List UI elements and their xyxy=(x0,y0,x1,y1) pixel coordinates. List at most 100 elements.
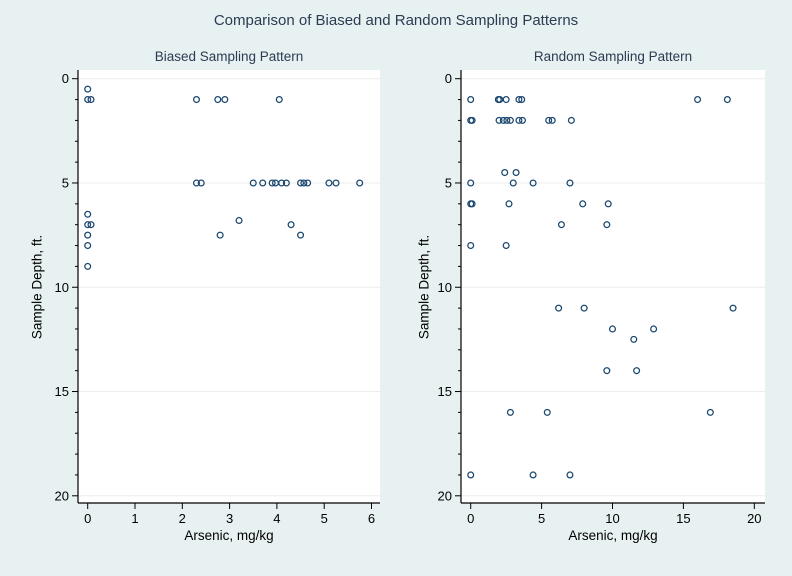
scatter-point xyxy=(192,96,201,104)
scatter-point xyxy=(259,179,267,187)
scatter-point xyxy=(603,367,611,375)
scatter-point xyxy=(278,179,286,187)
y-tick-label: 15 xyxy=(438,384,452,399)
y-tick-label: 10 xyxy=(55,280,69,295)
scatter-point xyxy=(501,169,509,177)
y-tick-label: 20 xyxy=(438,488,452,503)
scatter-point xyxy=(249,179,257,187)
scatter-point xyxy=(468,200,476,208)
right-panel-title: Random Sampling Pattern xyxy=(533,49,693,64)
scatter-point xyxy=(467,96,475,104)
scatter-point xyxy=(499,116,507,124)
scatter-point xyxy=(515,116,523,124)
scatter-point xyxy=(84,242,92,250)
y-tick-label: 5 xyxy=(445,175,452,190)
x-tick-label: 5 xyxy=(321,511,328,526)
scatter-point xyxy=(297,231,305,239)
scatter-point xyxy=(297,179,305,187)
scatter-point xyxy=(268,179,276,187)
y-tick-label: 0 xyxy=(62,71,69,86)
right-x-axis-title: Arsenic, mg/kg xyxy=(568,528,658,543)
plot-area xyxy=(461,70,765,503)
scatter-point xyxy=(608,325,617,333)
scatter-point xyxy=(529,179,537,187)
scatter-point xyxy=(275,96,283,104)
scatter-point xyxy=(467,242,475,250)
scatter-point xyxy=(723,96,731,104)
x-tick-label: 4 xyxy=(273,511,280,526)
scatter-point xyxy=(729,304,737,312)
scatter-point xyxy=(197,179,205,187)
y-tick-label: 15 xyxy=(55,384,69,399)
x-tick-label: 0 xyxy=(467,511,474,526)
x-tick-label: 6 xyxy=(368,511,375,526)
left-panel-title: Biased Sampling Pattern xyxy=(154,49,304,64)
scatter-point xyxy=(87,221,95,229)
scatter-point xyxy=(545,116,553,124)
scatter-point xyxy=(214,96,222,104)
scatter-point xyxy=(512,169,520,177)
scatter-point xyxy=(467,471,475,479)
scatter-point xyxy=(87,96,95,104)
scatter-point xyxy=(84,96,92,104)
scatter-point xyxy=(506,408,514,416)
scatter-point xyxy=(566,471,574,479)
scatter-point xyxy=(282,179,290,187)
scatter-point xyxy=(300,179,308,187)
scatter-point xyxy=(694,96,702,104)
x-tick-label: 10 xyxy=(605,511,619,526)
scatter-point xyxy=(506,116,514,124)
scatter-point xyxy=(604,200,612,208)
x-tick-label: 0 xyxy=(84,511,91,526)
scatter-point xyxy=(221,96,229,104)
left-x-axis-title: Arsenic, mg/kg xyxy=(184,528,274,543)
scatter-point xyxy=(325,179,333,187)
plot-area xyxy=(78,70,380,503)
scatter-point xyxy=(518,96,526,104)
scatter-point xyxy=(467,179,475,187)
y-tick-label: 10 xyxy=(438,280,452,295)
x-tick-label: 5 xyxy=(538,511,545,526)
scatter-point xyxy=(468,116,476,124)
x-tick-label: 1 xyxy=(131,511,138,526)
right-y-axis-title: Sample Depth, ft. xyxy=(416,234,432,340)
scatter-point xyxy=(192,179,201,187)
y-tick-label: 20 xyxy=(55,488,69,503)
scatter-point xyxy=(304,179,312,187)
scatter-point xyxy=(235,216,243,225)
scatter-point xyxy=(495,116,503,124)
scatter-point xyxy=(630,335,638,343)
scatter-point xyxy=(216,231,224,239)
scatter-point xyxy=(287,221,295,229)
scatter-point xyxy=(633,367,641,375)
x-tick-label: 3 xyxy=(226,511,233,526)
left-y-axis-title: Sample Depth, ft. xyxy=(29,234,45,340)
scatter-point xyxy=(84,210,92,218)
scatter-point xyxy=(518,116,526,124)
y-tick-label: 5 xyxy=(62,175,69,190)
scatter-point xyxy=(84,231,92,239)
scatter-point xyxy=(84,221,92,229)
chart-title: Comparison of Biased and Random Sampling… xyxy=(213,12,579,29)
x-tick-label: 20 xyxy=(747,511,761,526)
scatter-point xyxy=(567,116,575,124)
scatter-point xyxy=(579,200,587,208)
scatter-point xyxy=(84,85,92,93)
scatter-point xyxy=(557,221,565,229)
scatter-point xyxy=(502,96,510,104)
scatter-point xyxy=(555,304,563,312)
y-tick-label: 0 xyxy=(445,71,452,86)
scatter-point xyxy=(650,325,658,333)
scatter-point xyxy=(566,179,574,187)
x-tick-label: 15 xyxy=(676,511,690,526)
scatter-point xyxy=(84,262,92,270)
x-tick-label: 2 xyxy=(179,511,186,526)
scatter-point xyxy=(515,96,523,104)
scatter-point xyxy=(332,179,340,187)
scatter-point xyxy=(603,221,611,229)
scatter-point xyxy=(580,304,588,312)
scatter-point xyxy=(543,408,551,416)
scatter-point xyxy=(529,471,537,479)
